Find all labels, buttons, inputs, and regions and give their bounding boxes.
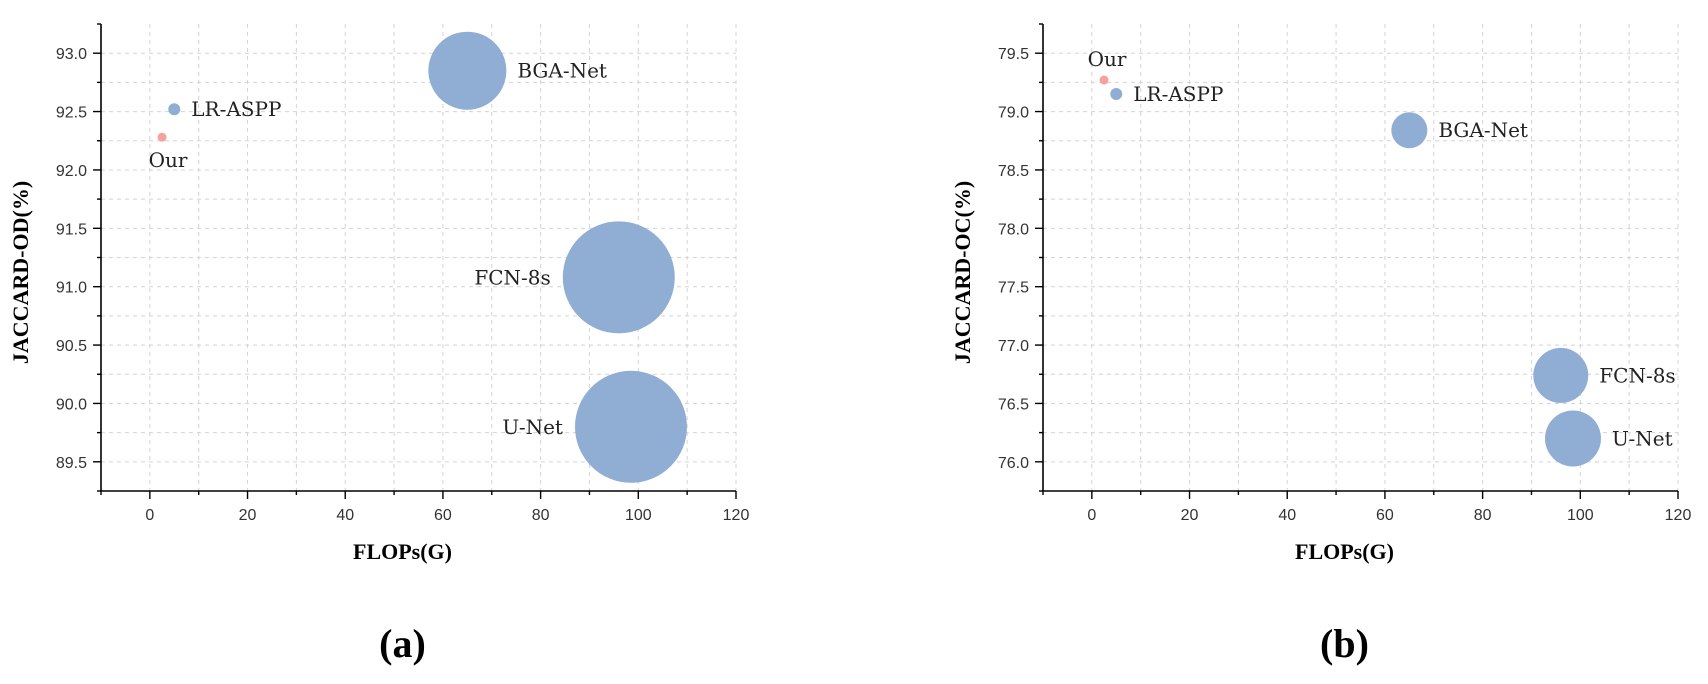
y-tick-label: 91.5: [56, 221, 87, 238]
panel-b: 0 20 40 60 80 100 120 76.0 76.5 77.0 77.5 78.0 78.5 7…: [950, 23, 1692, 666]
y-tick-label: 89.5: [56, 455, 87, 472]
x-tick-label: 80: [1474, 507, 1492, 524]
panel-label: (a): [379, 621, 426, 666]
bubble-bga-net: [1391, 112, 1428, 149]
point-label: Our: [1088, 47, 1127, 71]
bubble-bga-net: [428, 31, 507, 110]
point-label: U-Net: [502, 415, 563, 439]
x-tick-label: 100: [1567, 507, 1594, 524]
point-label: U-Net: [1612, 426, 1673, 450]
point-label: FCN-8s: [474, 265, 550, 289]
point-label: BGA-Net: [1438, 118, 1528, 142]
y-tick-label: 90.0: [56, 396, 87, 413]
point-label: BGA-Net: [517, 59, 607, 83]
x-tick-label: 0: [1087, 507, 1096, 524]
bubble-our: [1099, 75, 1109, 85]
y-tick-label: 79.0: [998, 105, 1029, 122]
bubble-lr-aspp: [168, 103, 181, 116]
x-tick-label: 40: [1278, 507, 1296, 524]
bubble-u-net: [574, 370, 687, 483]
bubble-lr-aspp: [1110, 88, 1123, 101]
bubble-fcn-8s: [562, 221, 675, 334]
x-tick-label: 40: [336, 507, 354, 524]
panel-a: 0 20 40 60 80 100 120 89.5 90.0 90.5 91.0 91.5 92.0 9…: [8, 23, 750, 666]
x-axis-title: FLOPs(G): [353, 539, 452, 564]
x-tick-label: 0: [145, 507, 154, 524]
y-axis-title: JACCARD-OC(%): [950, 181, 975, 364]
y-tick-label: 77.0: [998, 338, 1029, 355]
x-tick-label: 80: [532, 507, 550, 524]
y-tick-label: 78.0: [998, 221, 1029, 238]
x-tick-label: 120: [1665, 507, 1692, 524]
y-tick-label: 91.0: [56, 280, 87, 297]
y-tick-label: 93.0: [56, 46, 87, 63]
y-tick-label: 90.5: [56, 338, 87, 355]
y-tick-label: 79.5: [998, 46, 1029, 63]
y-axis-title: JACCARD-OD(%): [8, 181, 33, 364]
point-label: FCN-8s: [1599, 363, 1675, 387]
x-tick-label: 120: [723, 507, 750, 524]
bubble-our: [157, 132, 167, 142]
point-label: LR-ASPP: [191, 97, 281, 121]
x-axis-title: FLOPs(G): [1295, 539, 1394, 564]
point-label: Our: [149, 148, 188, 172]
y-tick-label: 92.0: [56, 163, 87, 180]
point-label: LR-ASPP: [1133, 82, 1223, 106]
bubble-fcn-8s: [1533, 347, 1589, 403]
x-tick-label: 100: [625, 507, 652, 524]
x-tick-label: 20: [239, 507, 257, 524]
x-tick-label: 60: [434, 507, 452, 524]
y-tick-label: 76.5: [998, 396, 1029, 413]
panel-label: (b): [1320, 621, 1369, 666]
y-tick-label: 77.5: [998, 280, 1029, 297]
y-tick-label: 76.0: [998, 455, 1029, 472]
x-tick-label: 20: [1181, 507, 1199, 524]
x-tick-label: 60: [1376, 507, 1394, 524]
y-tick-label: 92.5: [56, 105, 87, 122]
y-tick-label: 78.5: [998, 163, 1029, 180]
bubble-u-net: [1544, 410, 1601, 467]
